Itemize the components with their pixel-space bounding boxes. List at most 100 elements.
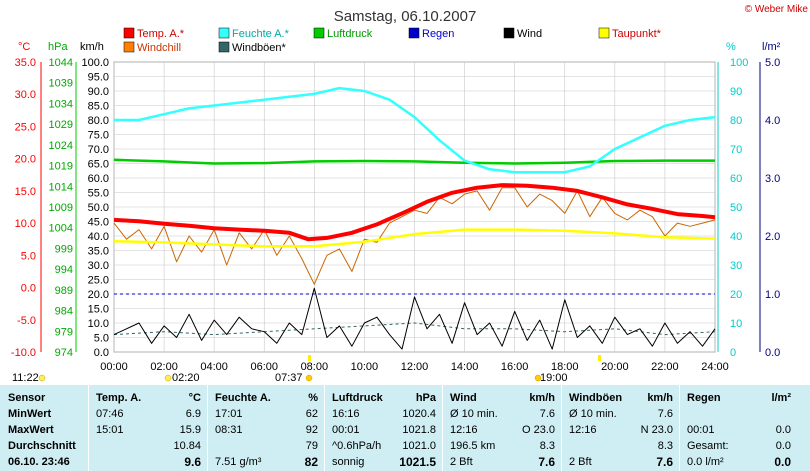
summary-col-regen: Regen l/m² 00:01 0.0 Gesamt: 0.0 0.0 l/m² 0.0: [679, 385, 797, 471]
temp-tick-label: 0.0: [21, 283, 36, 295]
summary-cell-value: 1020.4: [402, 408, 436, 420]
summary-cell-value: 9.6: [184, 455, 201, 469]
wind-tick-label: 100.0: [81, 57, 109, 69]
summary-row: Ø 10 min. 7.6: [561, 407, 679, 421]
summary-cell-value: 92: [305, 424, 318, 436]
summary-header-label: Wind: [450, 392, 477, 404]
summary-cell-detail: 16:16: [332, 408, 360, 420]
summary-cell-detail: 2 Bft: [569, 456, 592, 468]
summary-row: 2 Bft 7.6: [561, 455, 679, 469]
summary-cell-value: N 23.0: [640, 424, 673, 436]
summary-row-label: MaxWert: [8, 424, 54, 436]
summary-cell-value: 0.0: [774, 455, 791, 469]
summary-row: [679, 407, 797, 421]
pressure-tick-label: 994: [55, 264, 73, 276]
wind-tick-label: 90.0: [88, 86, 109, 98]
wind-tick-label: 15.0: [88, 304, 109, 316]
x-tick-label: 10:00: [351, 361, 379, 373]
humidity-tick-label: 30: [730, 260, 742, 272]
summary-cell-detail: 07:46: [96, 408, 124, 420]
summary-row: 0.0 l/m² 0.0: [679, 455, 797, 469]
summary-col-separator: [88, 385, 89, 471]
pressure-tick-label: 1044: [49, 57, 73, 69]
moon-icon: [38, 374, 46, 382]
rain-tick-label: 1.0: [765, 289, 780, 301]
temp-tick-label: -5.0: [17, 315, 36, 327]
summary-cell-detail: 2 Bft: [450, 456, 473, 468]
summary-cell-value: 1021.8: [402, 424, 436, 436]
legend-label: Luftdruck: [327, 28, 373, 40]
humidity-tick-label: 70: [730, 144, 742, 156]
x-tick-label: 04:00: [200, 361, 228, 373]
humidity-tick-label: 80: [730, 115, 742, 127]
series-line-wind: [113, 287, 716, 350]
summary-cell-detail: Gesamt:: [687, 440, 729, 452]
x-tick-label: 22:00: [651, 361, 679, 373]
wind-tick-label: 65.0: [88, 159, 109, 171]
summary-cell-detail: Ø 10 min.: [569, 408, 617, 420]
summary-row: 17:01 62: [207, 407, 324, 421]
legend-label: Regen: [422, 28, 454, 40]
temp-tick-label: 35.0: [15, 57, 36, 69]
summary-cell-detail: 00:01: [332, 424, 360, 436]
summary-row-label: MinWert: [8, 408, 52, 420]
summary-cell-detail: 0.0 l/m²: [687, 456, 724, 468]
summary-row: 08:31 92: [207, 423, 324, 437]
summary-col-separator: [207, 385, 208, 471]
summary-cell-value: 7.6: [538, 455, 555, 469]
summary-cell-detail: 196.5 km: [450, 440, 496, 452]
series-line-feuchtea: [114, 86, 716, 174]
summary-header: Luftdruck hPa: [324, 391, 442, 405]
temp-tick-label: 15.0: [15, 186, 36, 198]
summary-header-label: Sensor: [8, 392, 46, 404]
wind-tick-label: 40.0: [88, 231, 109, 243]
summary-row: Gesamt: 0.0: [679, 439, 797, 453]
summary-col-luftdruck: Luftdruck hPa 16:16 1020.4 00:01 1021.8 ^0.6hP…: [324, 385, 442, 471]
summary-row: 7.51 g/m³ 82: [207, 455, 324, 469]
weather-chart: Samstag, 06.10.2007 © Weber Mike Temp. A…: [11, 4, 809, 384]
summary-row: MaxWert: [0, 423, 88, 437]
summary-cell-value: 79: [305, 440, 318, 452]
temp-tick-label: -10.0: [11, 347, 36, 359]
humidity-tick-label: 90: [730, 86, 742, 98]
wind-tick-label: 50.0: [88, 202, 109, 214]
summary-header: Sensor: [0, 391, 88, 405]
summary-row: 00:01 1021.8: [324, 423, 442, 437]
temp-tick-label: 20.0: [15, 154, 36, 166]
summary-cell-value: 7.6: [539, 408, 555, 420]
humidity-tick-label: 50: [730, 202, 742, 214]
summary-cell-detail: 15:01: [96, 424, 124, 436]
summary-row: 15:01 15.9: [88, 423, 207, 437]
summary-header-unit: l/m²: [771, 392, 791, 404]
credit-text: © Weber Mike: [745, 4, 809, 15]
summary-header: Wind km/h: [442, 391, 561, 405]
chart-series: [113, 86, 716, 350]
chart-title: Samstag, 06.10.2007: [334, 8, 477, 25]
summary-header-unit: km/h: [647, 392, 673, 404]
sun-icon: [305, 374, 313, 382]
pressure-tick-label: 999: [55, 243, 73, 255]
summary-header: Regen l/m²: [679, 391, 797, 405]
daylight-tick: [598, 355, 601, 361]
x-tick-label: 18:00: [551, 361, 579, 373]
wind-tick-label: 60.0: [88, 173, 109, 185]
summary-row: 9.6: [88, 455, 207, 469]
series-line-luftdruck: [113, 158, 715, 165]
pressure-tick-label: 974: [55, 347, 73, 359]
pressure-tick-label: 1004: [49, 223, 73, 235]
wind-tick-label: 20.0: [88, 289, 109, 301]
wind-tick-label: 75.0: [88, 130, 109, 142]
pressure-tick-label: 1009: [49, 202, 73, 214]
chart-axes: °C hPa km/h% l/m² 35.0 30.0 25.0 20.0 15.0 10.0 5.…: [11, 41, 781, 373]
marker-time-label: 11:22: [12, 372, 39, 384]
summary-cell-value: 1021.5: [399, 455, 436, 469]
legend-label: Windchill: [137, 42, 181, 54]
summary-row: MinWert: [0, 407, 88, 421]
legend-label: Feuchte A.*: [232, 28, 290, 40]
summary-cell-value: 0.0: [775, 440, 791, 452]
wind-tick-label: 45.0: [88, 217, 109, 229]
summary-cell-detail: sonnig: [332, 456, 365, 468]
summary-header-unit: km/h: [529, 392, 555, 404]
x-tick-label: 24:00: [701, 361, 729, 373]
summary-header: Temp. A. °C: [88, 391, 207, 405]
